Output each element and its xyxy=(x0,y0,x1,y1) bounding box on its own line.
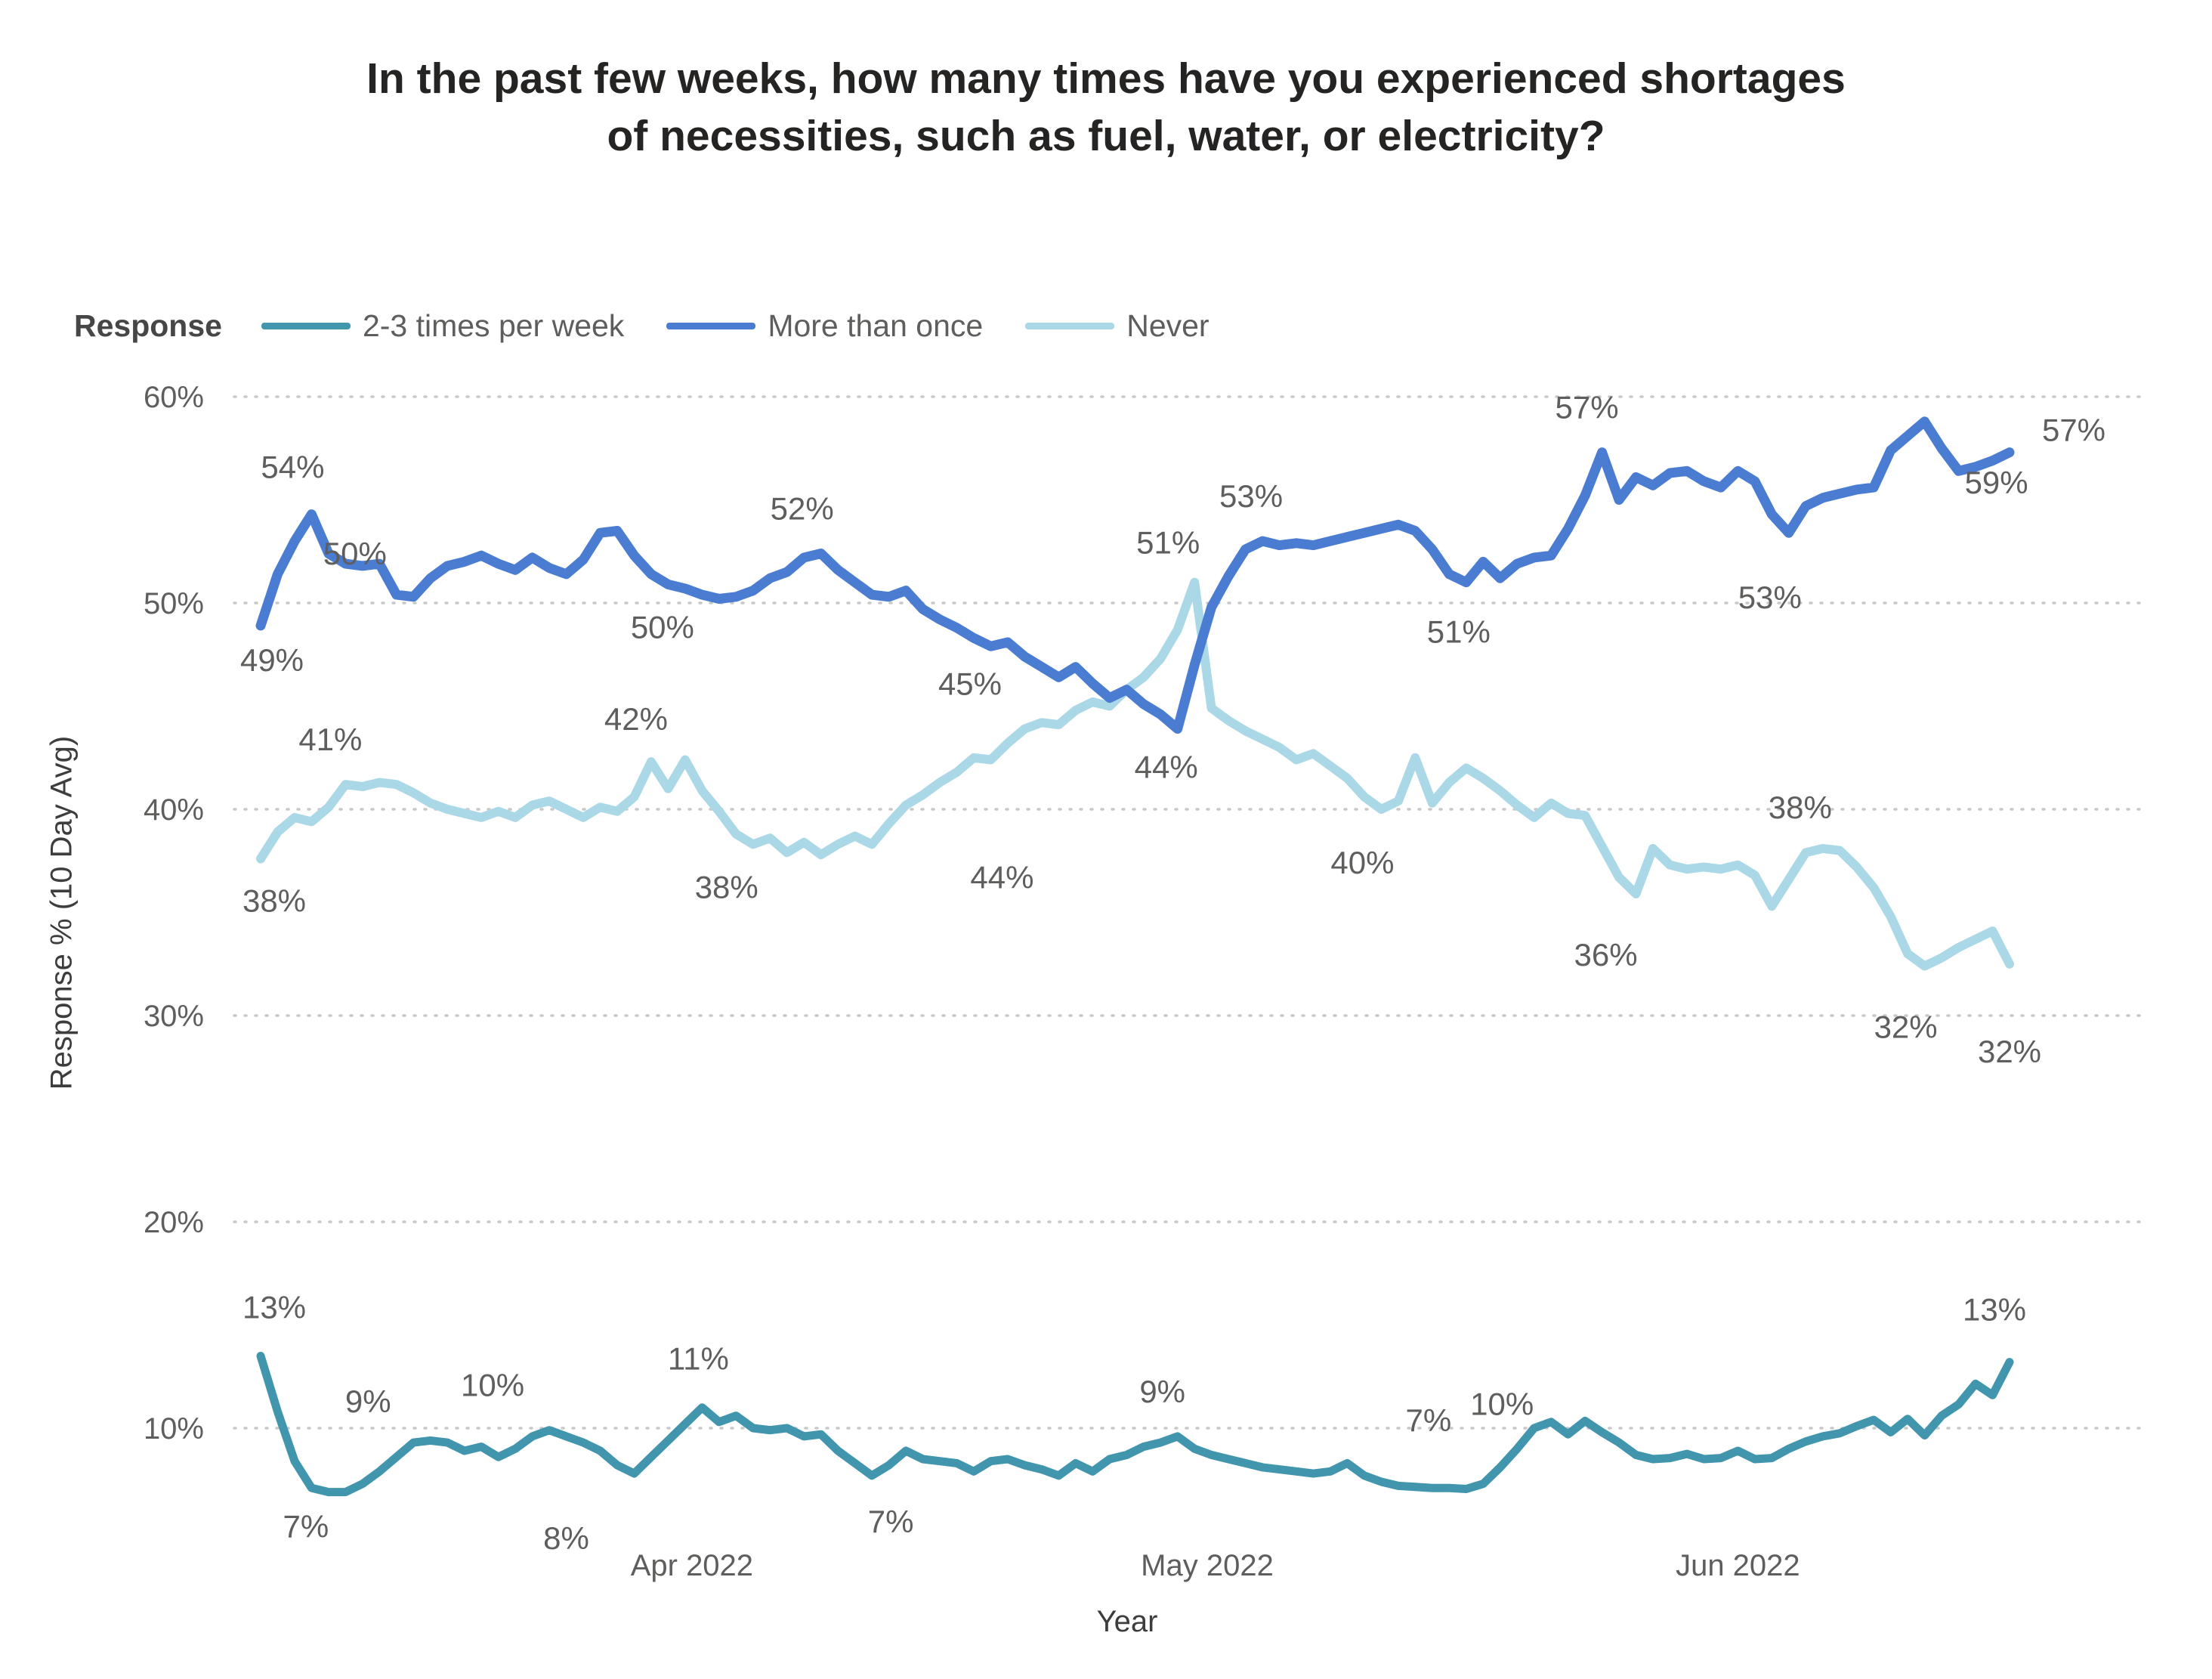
data-label: 13% xyxy=(1963,1292,2026,1328)
line-swatch-icon xyxy=(1025,323,1115,329)
data-label: 36% xyxy=(1574,937,1638,972)
legend-item-never[interactable]: Never xyxy=(1025,308,1209,344)
data-label: 59% xyxy=(1965,465,2028,500)
data-label: 50% xyxy=(631,610,694,645)
data-label: 52% xyxy=(771,490,834,526)
data-label: 41% xyxy=(298,722,362,757)
data-label: 7% xyxy=(868,1504,914,1539)
data-label: 50% xyxy=(323,536,387,571)
data-label: 9% xyxy=(345,1384,391,1419)
x-axis-title: Year xyxy=(1096,1605,1158,1638)
legend-title: Response xyxy=(74,308,222,343)
data-label: 57% xyxy=(2042,413,2105,448)
data-label: 44% xyxy=(970,859,1033,895)
data-label: 11% xyxy=(668,1341,729,1377)
data-label: 57% xyxy=(1556,390,1619,425)
line-swatch-icon xyxy=(261,323,351,329)
data-label: 13% xyxy=(243,1289,306,1325)
data-label: 53% xyxy=(1738,580,1802,615)
data-label: 38% xyxy=(695,869,758,904)
chart-title-line2: of necessities, such as fuel, water, or … xyxy=(607,112,1605,161)
data-label: 10% xyxy=(1470,1386,1534,1421)
series-line-more-than-once[interactable] xyxy=(255,416,2015,734)
data-label: 32% xyxy=(1978,1034,2041,1069)
legend-item-label: Never xyxy=(1126,308,1209,343)
data-label: 32% xyxy=(1874,1009,1938,1044)
data-label: 40% xyxy=(1330,845,1394,880)
series-line-2-3-times-per-week[interactable] xyxy=(256,1352,2014,1497)
legend: Response 2-3 times per week More than on… xyxy=(74,308,1252,344)
legend-item-2-3-times-per-week[interactable]: 2-3 times per week xyxy=(261,308,624,344)
legend-item-more-than-once[interactable]: More than once xyxy=(666,308,983,344)
data-label: 9% xyxy=(1139,1374,1185,1409)
x-tick-label: Apr 2022 xyxy=(631,1549,753,1582)
data-label: 49% xyxy=(240,642,304,678)
data-label: 42% xyxy=(604,701,668,737)
x-tick-label: Jun 2022 xyxy=(1676,1549,1800,1582)
y-tick-label: 50% xyxy=(144,587,204,620)
data-label: 38% xyxy=(1769,790,1832,825)
y-tick-label: 40% xyxy=(144,793,204,827)
line-swatch-icon xyxy=(666,323,756,329)
data-label: 44% xyxy=(1135,750,1198,785)
chart-title-line1: In the past few weeks, how many times ha… xyxy=(366,54,1846,103)
data-label: 7% xyxy=(1405,1402,1451,1438)
data-label: 51% xyxy=(1427,614,1491,650)
data-label: 10% xyxy=(461,1368,524,1403)
data-label: 51% xyxy=(1136,525,1200,561)
y-tick-label: 60% xyxy=(144,381,204,414)
y-tick-label: 10% xyxy=(144,1412,204,1446)
y-tick-label: 30% xyxy=(144,1000,204,1033)
legend-item-label: More than once xyxy=(768,308,984,343)
legend-item-label: 2-3 times per week xyxy=(362,308,625,343)
data-label: 7% xyxy=(283,1509,329,1544)
data-label: 45% xyxy=(938,666,1002,701)
data-label: 8% xyxy=(543,1520,589,1556)
series-line-never[interactable] xyxy=(256,577,2014,971)
chart-title: In the past few weeks, how many times ha… xyxy=(0,50,2212,165)
data-label: 53% xyxy=(1219,478,1283,514)
data-label: 54% xyxy=(261,450,324,485)
y-tick-label: 20% xyxy=(144,1206,204,1239)
x-tick-label: May 2022 xyxy=(1141,1549,1274,1582)
data-label: 38% xyxy=(243,883,306,919)
